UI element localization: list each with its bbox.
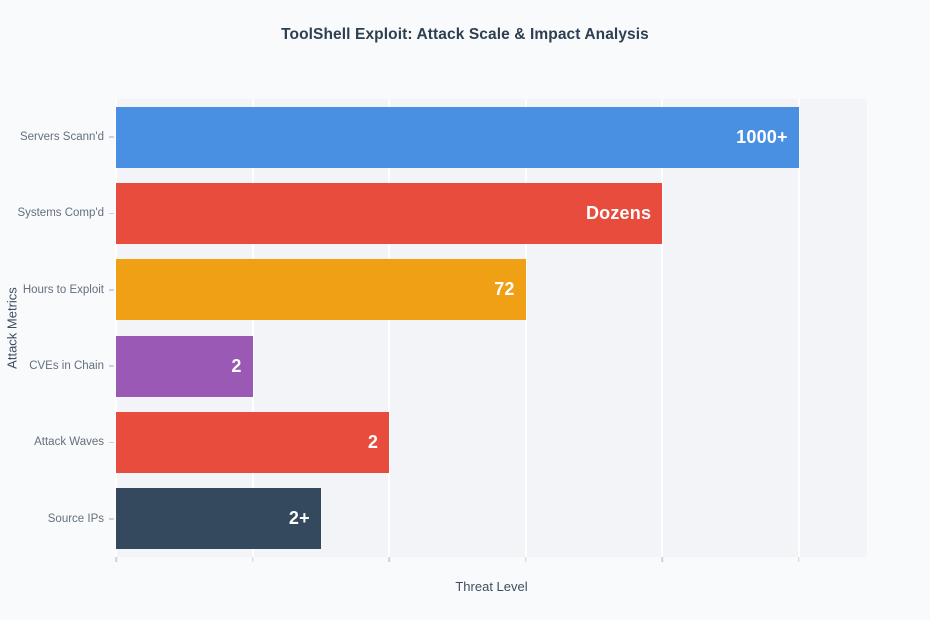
y-tick-mark — [109, 441, 114, 444]
y-tick-mark — [109, 136, 114, 138]
y-tick-mark — [109, 365, 114, 367]
x-tick-mark — [524, 557, 527, 562]
gridline — [115, 99, 117, 557]
x-tick-mark — [115, 557, 117, 562]
bar-value-label: 2+ — [288, 508, 310, 529]
bar-value-label: 1000+ — [736, 126, 788, 147]
bar-value-label: 72 — [494, 279, 515, 300]
bar-row: 2 — [116, 335, 867, 397]
category-label: Servers Scann'd — [19, 131, 104, 144]
x-tick-mark — [661, 557, 663, 562]
x-tick-mark — [797, 557, 800, 562]
category-label: Systems Comp'd — [17, 207, 104, 220]
bar-row: Dozens — [116, 183, 867, 244]
x-axis-title: Threat Level — [455, 579, 528, 594]
x-tick-mark — [251, 557, 254, 562]
x-tick-mark — [388, 557, 390, 562]
category-label: Source IPs — [47, 512, 104, 525]
bar-row: 72 — [116, 259, 867, 321]
bar-systems-comp-d: Dozens — [116, 183, 663, 244]
bar-value-label: Dozens — [585, 203, 652, 223]
bar-row: 2 — [116, 412, 867, 473]
bar-value-label: 2 — [231, 355, 242, 376]
y-tick-mark — [109, 212, 114, 215]
gridline — [388, 99, 391, 557]
category-label: CVEs in Chain — [29, 360, 104, 373]
bar-servers-scann-d: 1000+ — [116, 106, 799, 168]
bar-cves-in-chain: 2 — [116, 335, 253, 397]
category-label: Attack Waves — [34, 436, 104, 449]
bar-row: 2+ — [116, 488, 867, 550]
y-tick-mark — [109, 289, 114, 291]
gridline — [661, 99, 664, 557]
gridline — [797, 99, 800, 557]
bar-hours-to-exploit: 72 — [116, 259, 526, 321]
bar-source-ips: 2+ — [116, 488, 321, 550]
category-label: Hours to Exploit — [22, 283, 104, 296]
bar-attack-waves: 2 — [116, 412, 390, 473]
bar-row: 1000+ — [116, 106, 867, 168]
chart-title: ToolShell Exploit: Attack Scale & Impact… — [281, 26, 649, 43]
gridline — [251, 99, 254, 557]
plot-area: 1000+ Dozens 72 2 2 2+ — [115, 99, 867, 557]
y-tick-mark — [109, 518, 114, 520]
gridline — [524, 99, 527, 557]
bar-value-label: 2 — [367, 432, 379, 452]
